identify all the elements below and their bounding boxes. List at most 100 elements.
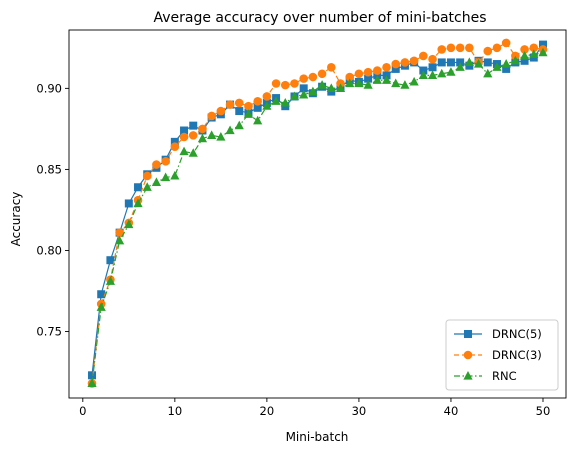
data-point xyxy=(243,109,254,118)
legend-marker xyxy=(464,330,472,338)
y-axis-label: Accuracy xyxy=(9,192,23,247)
data-point xyxy=(391,59,401,69)
data-point xyxy=(142,171,152,181)
data-point xyxy=(216,106,226,116)
data-point xyxy=(207,111,216,121)
data-point xyxy=(97,290,106,299)
data-point xyxy=(271,79,281,88)
data-point xyxy=(115,228,124,237)
x-tick-label: 0 xyxy=(79,404,86,418)
data-point xyxy=(409,56,419,66)
data-point xyxy=(382,62,391,72)
data-point xyxy=(207,130,217,139)
data-point xyxy=(133,198,143,208)
data-point xyxy=(225,125,235,135)
data-point xyxy=(253,115,263,125)
legend: DRNC(5) DRNC(3) RNC xyxy=(445,319,559,391)
data-point xyxy=(188,148,198,157)
data-point xyxy=(152,160,161,169)
data-point xyxy=(188,131,198,140)
data-point xyxy=(105,276,116,285)
y-tick-label: 0.90 xyxy=(36,81,62,95)
data-point xyxy=(529,43,539,53)
data-point xyxy=(161,172,171,182)
data-point xyxy=(363,67,373,77)
data-point xyxy=(179,146,189,156)
data-point xyxy=(381,75,392,84)
data-point xyxy=(179,132,189,142)
x-axis-label: Mini-batch xyxy=(286,430,349,444)
data-point xyxy=(483,68,493,78)
data-point xyxy=(308,86,318,96)
data-point xyxy=(519,50,530,60)
data-point xyxy=(290,79,299,88)
data-point xyxy=(400,80,410,89)
data-point xyxy=(446,43,456,53)
legend-label: DRNC(5) xyxy=(492,327,542,341)
data-point xyxy=(170,137,179,146)
data-point xyxy=(427,70,438,79)
data-point xyxy=(170,170,180,180)
data-point xyxy=(354,78,364,88)
data-point xyxy=(253,103,262,112)
data-point xyxy=(234,98,244,108)
data-point xyxy=(492,62,502,71)
data-point xyxy=(529,49,539,58)
data-point xyxy=(308,72,318,82)
data-point xyxy=(538,47,548,57)
data-point xyxy=(299,84,308,93)
data-point xyxy=(502,64,511,73)
data-point xyxy=(464,57,474,67)
legend-item: DRNC(3) xyxy=(454,348,542,362)
data-point xyxy=(96,302,106,311)
data-point xyxy=(299,74,308,83)
x-tick-label: 40 xyxy=(444,404,459,418)
legend-label: RNC xyxy=(492,369,517,383)
data-point xyxy=(391,78,401,88)
legend-marker xyxy=(463,350,473,360)
legend-item: DRNC(5) xyxy=(454,327,542,341)
data-point xyxy=(327,62,336,72)
x-tick-label: 50 xyxy=(536,404,551,418)
data-point xyxy=(483,46,493,56)
x-tick-label: 30 xyxy=(352,404,367,418)
data-point xyxy=(317,80,327,89)
data-point xyxy=(216,131,226,141)
data-point xyxy=(510,55,520,65)
data-point xyxy=(106,256,115,265)
data-point xyxy=(161,157,170,166)
data-point xyxy=(115,235,125,245)
data-point xyxy=(142,182,152,191)
data-point xyxy=(455,43,465,53)
data-point xyxy=(124,219,134,229)
data-point xyxy=(189,121,198,130)
legend-box xyxy=(445,319,559,391)
data-point xyxy=(289,91,300,101)
data-point xyxy=(235,107,244,116)
data-point xyxy=(363,80,373,89)
data-point xyxy=(455,62,465,71)
legend-label: DRNC(3) xyxy=(492,348,542,362)
x-tick-label: 10 xyxy=(168,404,183,418)
y-tick-label: 0.85 xyxy=(36,162,62,176)
data-point xyxy=(391,64,400,73)
chart-title: Average accuracy over number of mini-bat… xyxy=(153,10,486,26)
data-point xyxy=(446,58,455,67)
data-point xyxy=(124,199,133,208)
axes-layer: 0 10 20 30 40 50 0.75 0.80 0.85 0.90 xyxy=(36,29,567,418)
data-point xyxy=(262,92,272,101)
data-point xyxy=(197,133,208,143)
data-point xyxy=(234,120,244,130)
data-point xyxy=(492,43,502,53)
data-point xyxy=(428,63,437,72)
data-point xyxy=(180,126,189,135)
data-point xyxy=(520,45,529,54)
plot-frame xyxy=(68,29,567,399)
data-point xyxy=(134,183,143,192)
series-layer xyxy=(87,38,548,388)
data-point xyxy=(419,51,428,61)
data-point xyxy=(418,70,428,79)
data-point xyxy=(409,76,419,86)
data-point xyxy=(483,58,492,67)
data-point xyxy=(437,68,447,78)
